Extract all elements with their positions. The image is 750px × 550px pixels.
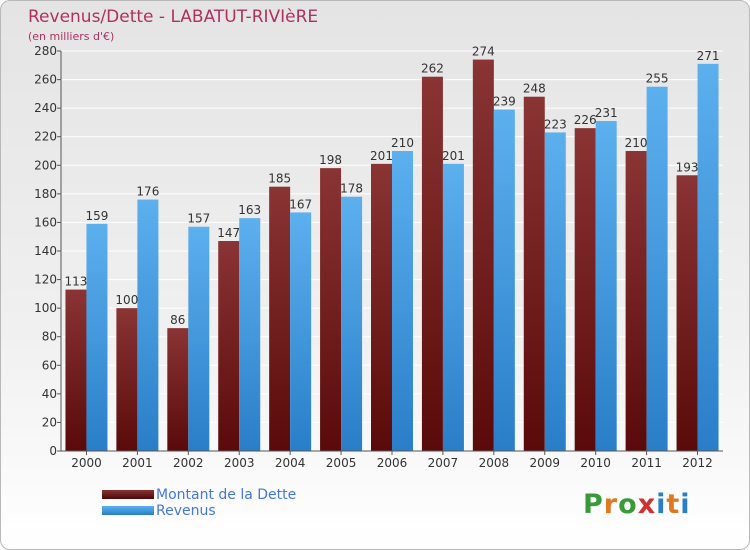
- x-tick-label: 2004: [275, 456, 306, 470]
- data-label: 198: [319, 153, 342, 167]
- data-label: 255: [646, 72, 669, 86]
- x-tick-label: 2009: [529, 456, 560, 470]
- data-label: 86: [170, 313, 185, 327]
- data-label: 223: [544, 117, 567, 131]
- data-label: 176: [136, 185, 159, 199]
- data-label: 201: [370, 149, 393, 163]
- bar-revenus: [392, 151, 413, 451]
- logo-letter: i: [680, 489, 691, 520]
- bar-revenus: [86, 223, 108, 451]
- x-tick-label: 2000: [71, 456, 102, 470]
- chart-title: Revenus/Dette - LABATUT-RIVIèRE: [28, 7, 319, 27]
- bar-revenus: [341, 196, 363, 451]
- data-label: 159: [86, 209, 109, 223]
- bar-dette: [472, 59, 494, 451]
- data-label: 262: [421, 62, 444, 76]
- bar-dette: [523, 96, 545, 451]
- data-label: 274: [472, 45, 495, 59]
- y-tick-label: 220: [34, 130, 57, 144]
- y-tick-label: 180: [34, 187, 57, 201]
- y-tick-label: 140: [34, 244, 57, 258]
- x-tick-label: 2003: [224, 456, 255, 470]
- data-label: 100: [115, 293, 138, 307]
- logo-letter: o: [618, 489, 638, 520]
- bar-dette: [218, 241, 240, 451]
- bar-dette: [167, 328, 189, 451]
- y-tick-label: 260: [34, 73, 57, 87]
- bar-revenus: [544, 132, 566, 451]
- bar-revenus: [595, 121, 617, 451]
- data-label: 239: [493, 95, 516, 109]
- proxiti-logo: Proxiti: [583, 489, 691, 520]
- data-label: 193: [676, 160, 699, 174]
- bar-revenus: [442, 163, 464, 451]
- x-tick-label: 2001: [122, 456, 153, 470]
- x-tick-label: 2011: [631, 456, 662, 470]
- bar-dette: [676, 175, 698, 452]
- data-label: 210: [391, 136, 414, 150]
- y-tick-label: 100: [34, 301, 57, 315]
- x-tick-label: 2008: [479, 456, 510, 470]
- legend-label-dette: Montant de la Dette: [156, 487, 297, 503]
- y-tick-label: 160: [34, 215, 57, 229]
- data-label: 113: [65, 275, 88, 289]
- y-tick-label: 40: [42, 387, 57, 401]
- bar-dette: [371, 163, 392, 451]
- logo-letter: r: [603, 489, 619, 520]
- data-label: 210: [625, 136, 648, 150]
- x-tick-label: 2006: [377, 456, 408, 470]
- logo-letter: P: [583, 489, 604, 520]
- bar-dette: [269, 186, 291, 451]
- x-tick-label: 2012: [682, 456, 713, 470]
- y-tick-label: 200: [34, 158, 57, 172]
- legend-swatch-dette: [102, 490, 154, 499]
- data-label: 271: [697, 49, 720, 63]
- logo-letter: x: [637, 489, 657, 520]
- bar-dette: [320, 168, 342, 451]
- bar-revenus: [137, 199, 159, 451]
- data-label: 178: [340, 182, 363, 196]
- bar-revenus: [188, 226, 210, 451]
- data-label: 201: [442, 149, 465, 163]
- logo-letter: t: [666, 489, 681, 520]
- data-label: 226: [574, 113, 597, 127]
- data-label: 231: [595, 106, 618, 120]
- bar-dette: [116, 308, 138, 451]
- x-tick-label: 2010: [580, 456, 611, 470]
- data-label: 163: [238, 203, 261, 217]
- data-label: 157: [187, 212, 210, 226]
- legend-label-revenus: Revenus: [156, 503, 216, 519]
- x-tick-label: 2007: [428, 456, 459, 470]
- y-tick-label: 80: [42, 330, 57, 344]
- y-tick-label: 120: [34, 273, 57, 287]
- bar-revenus: [239, 218, 261, 451]
- y-tick-label: 240: [34, 101, 57, 115]
- y-tick-label: 20: [42, 415, 57, 429]
- data-label: 147: [217, 226, 240, 240]
- y-tick-label: 60: [42, 358, 57, 372]
- y-tick-label: 280: [34, 44, 57, 58]
- bar-revenus: [493, 109, 515, 452]
- x-tick-label: 2005: [326, 456, 357, 470]
- data-label: 167: [289, 197, 312, 211]
- data-label: 248: [523, 82, 546, 96]
- bar-dette: [625, 151, 647, 451]
- bar-dette: [421, 76, 443, 451]
- chart-subtitle: (en milliers d'€): [28, 30, 115, 43]
- bar-dette: [65, 289, 87, 451]
- bar-revenus: [290, 212, 312, 451]
- legend-swatch-revenus: [102, 506, 154, 515]
- x-tick-label: 2002: [173, 456, 204, 470]
- bar-revenus: [646, 86, 668, 451]
- bar-dette: [574, 128, 596, 451]
- data-label: 185: [268, 172, 291, 186]
- logo-letter: i: [656, 489, 667, 520]
- y-tick-label: 0: [49, 444, 57, 458]
- bar-revenus: [697, 63, 719, 451]
